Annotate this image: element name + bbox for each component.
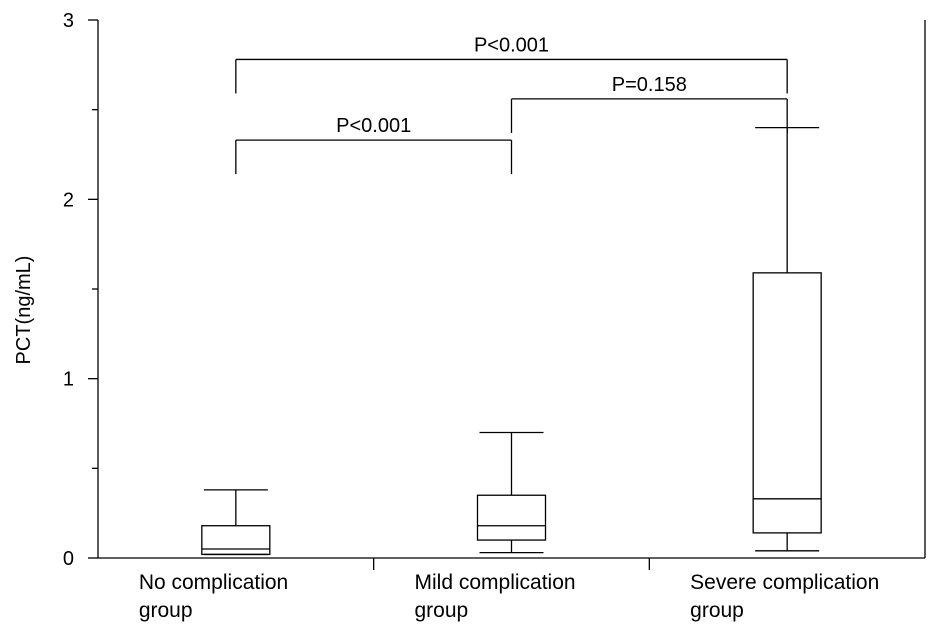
comparisons-layer: P<0.001 P=0.158 P<0.001 (235, 34, 788, 175)
comparison-bracket: P=0.158 (510, 74, 788, 133)
x-category-label: Mild complication group (415, 571, 576, 622)
box-group (476, 431, 547, 554)
comparison-bracket: P<0.001 (235, 115, 513, 175)
x-category-label-line: group (690, 599, 744, 622)
box-iqr (476, 494, 547, 541)
comparison-bracket: P<0.001 (235, 34, 788, 94)
p-value-label: P=0.158 (612, 74, 687, 96)
y-tick-label: 1 (63, 369, 74, 391)
boxes-layer (201, 126, 822, 556)
x-category-label: No complication group (139, 571, 288, 622)
box-iqr (752, 272, 822, 534)
y-tick-label: 0 (63, 548, 74, 570)
x-category-label-line: group (415, 599, 469, 622)
x-category-label-line: Mild complication (415, 571, 576, 594)
x-category-label-line: No complication (139, 571, 288, 594)
box-iqr (201, 525, 271, 556)
y-tick-label: 3 (63, 10, 74, 32)
box-group (201, 489, 271, 556)
x-category-label-line: Severe complication (690, 571, 879, 594)
box-group (752, 126, 822, 552)
y-tick-label: 2 (63, 189, 74, 211)
y-axis-title: PCT(ng/mL) (13, 256, 35, 365)
p-value-label: P<0.001 (474, 34, 549, 56)
x-category-label-line: group (139, 599, 193, 622)
p-value-label: P<0.001 (336, 115, 411, 137)
x-category-label: Severe complication group (690, 571, 879, 622)
